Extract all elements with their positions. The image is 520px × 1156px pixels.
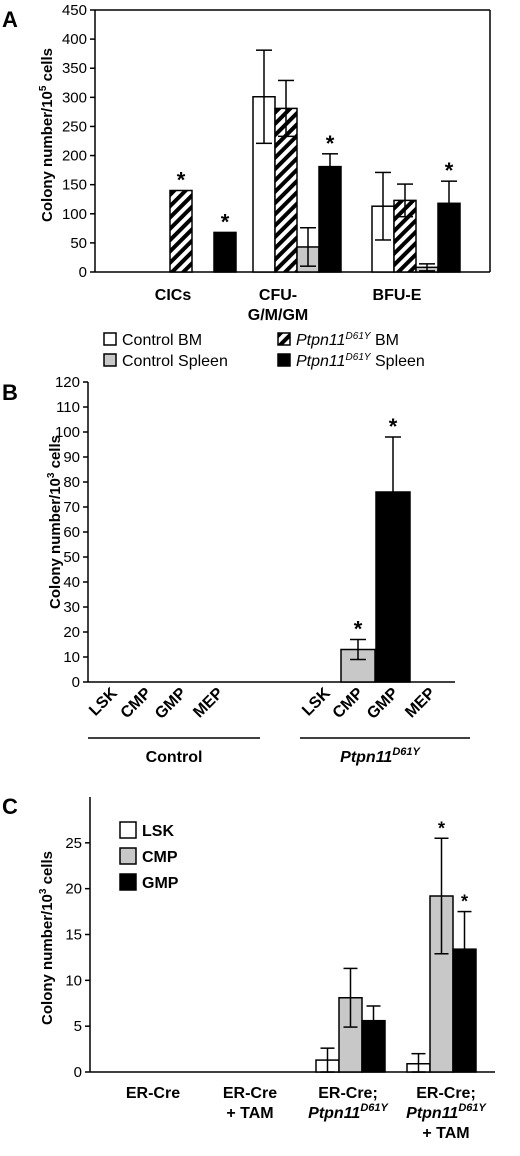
panel-c-ytick-label: 20 bbox=[65, 881, 82, 898]
panel-a-significance-star: * bbox=[326, 131, 335, 156]
panel-b-category-label: GMP bbox=[364, 685, 402, 723]
panel-b-group-label: Control bbox=[146, 749, 203, 766]
panel-c-ylabel: Colony number/103 cells bbox=[38, 851, 56, 1025]
panel-b-category-label: LSK bbox=[299, 684, 334, 719]
panel-c-significance-star: * bbox=[461, 892, 468, 912]
panel-b-ytick-label: 100 bbox=[55, 424, 80, 441]
panel-c-ytick-label: 10 bbox=[65, 972, 82, 989]
panel-a-category-label: BFU-E bbox=[373, 287, 422, 304]
panel-a-bar bbox=[318, 165, 342, 273]
panel-b-ytick-label: 50 bbox=[63, 549, 80, 566]
panel-b-ytick-label: 20 bbox=[63, 624, 80, 641]
panel-c-legend-label: LSK bbox=[142, 823, 174, 840]
panel-b-ytick-label: 80 bbox=[63, 474, 80, 491]
panel-c-category-label: ER-Cre bbox=[223, 1085, 277, 1102]
panel-a-ytick-label: 200 bbox=[62, 148, 87, 165]
panel-b-ytick-label: 0 bbox=[72, 674, 80, 691]
panel-a-ytick-label: 400 bbox=[62, 31, 87, 48]
panel-c-category-label: ER-Cre; bbox=[416, 1085, 476, 1102]
panel-a-ytick-label: 150 bbox=[62, 177, 87, 194]
panel-a-ytick-label: 50 bbox=[70, 235, 87, 252]
panel-b-category-label: LSK bbox=[86, 684, 121, 719]
panel-a-letter: A bbox=[2, 7, 18, 32]
panel-a-ytick-label: 450 bbox=[62, 2, 87, 19]
panel-a-legend-swatch bbox=[277, 353, 291, 367]
panel-a-category-label: G/M/GM bbox=[248, 307, 308, 324]
panel-a-category-label: CFU- bbox=[259, 287, 297, 304]
panel-c-category-label: Ptpn11D61Y bbox=[406, 1102, 487, 1122]
panel-b-ytick-label: 60 bbox=[63, 524, 80, 541]
panel-b-significance-star: * bbox=[389, 414, 398, 439]
panel-a-legend-label: Control Spleen bbox=[122, 353, 228, 370]
panel-c-legend-label: CMP bbox=[142, 849, 178, 866]
panel-c-ytick-label: 0 bbox=[74, 1064, 82, 1081]
panel-a-chart: A 0 50 100 150 200 250 300 350 400 450 * * * * CICs C… bbox=[2, 2, 491, 370]
panel-b-ytick-label: 70 bbox=[63, 499, 80, 516]
panel-a-legend-swatch bbox=[103, 353, 117, 367]
panel-a-bar bbox=[169, 189, 193, 273]
panel-b-ytick-label: 110 bbox=[56, 399, 80, 416]
panel-c-category-label: ER-Cre; bbox=[318, 1085, 378, 1102]
panel-a-ytick-label: 100 bbox=[62, 206, 87, 223]
panel-c-category-label: + TAM bbox=[422, 1125, 469, 1142]
panel-b-category-label: MEP bbox=[190, 685, 227, 722]
panel-c-legend-label: GMP bbox=[142, 875, 179, 892]
panel-a-ytick-label: 250 bbox=[62, 118, 87, 135]
panel-a-ytick-label: 350 bbox=[62, 60, 87, 77]
panel-a-significance-star: * bbox=[445, 158, 454, 183]
panel-c-ytick-label: 5 bbox=[74, 1018, 82, 1035]
panel-a-legend-label: Control BM bbox=[122, 332, 202, 349]
panel-a-bar bbox=[213, 231, 237, 273]
panel-a-significance-star: * bbox=[221, 209, 230, 234]
panel-a-ylabel: Colony number/105 cells bbox=[38, 48, 56, 222]
panel-b-ytick-label: 40 bbox=[63, 574, 80, 591]
panel-c-legend-swatch bbox=[119, 821, 137, 839]
panel-c-category-label: + TAM bbox=[226, 1105, 273, 1122]
panel-b-group-label: Ptpn11D61Y bbox=[340, 746, 421, 766]
panel-c-significance-star: * bbox=[438, 818, 445, 838]
panel-c-category-label: ER-Cre bbox=[126, 1085, 180, 1102]
panel-a-ytick-label: 300 bbox=[62, 89, 87, 106]
panel-b-ytick-label: 30 bbox=[63, 599, 80, 616]
panel-b-letter: B bbox=[2, 380, 18, 405]
panel-b-ytick-label: 120 bbox=[55, 374, 80, 391]
panel-b-category-label: CMP bbox=[118, 685, 155, 722]
panel-a-legend-swatch bbox=[103, 332, 117, 346]
panel-a-significance-star: * bbox=[177, 167, 186, 192]
panel-a-category-label: CICs bbox=[155, 287, 192, 304]
panel-a-legend-label: Ptpn11D61Y Spleen bbox=[296, 352, 425, 370]
panel-a-legend-swatch bbox=[277, 332, 291, 346]
panel-c-ytick-label: 15 bbox=[65, 927, 82, 944]
panel-a-legend-label: Ptpn11D61Y BM bbox=[296, 331, 399, 349]
panel-c-letter: C bbox=[2, 794, 18, 819]
panel-b-category-label: MEP bbox=[402, 685, 439, 722]
panel-b-ytick-label: 90 bbox=[63, 449, 80, 466]
panel-b-ytick-label: 10 bbox=[63, 649, 80, 666]
panel-b-category-label: CMP bbox=[330, 685, 367, 722]
panel-b-ylabel: Colony number/103 cells bbox=[46, 435, 64, 609]
panel-c-chart: C 0 5 10 15 20 25 * * ER-Cre ER-Cre + TAM ER-Cre;… bbox=[2, 794, 495, 1142]
panel-a-ytick-label: 0 bbox=[79, 264, 87, 281]
panel-b-significance-star: * bbox=[354, 617, 363, 642]
panel-c-legend-swatch bbox=[119, 873, 137, 891]
panel-c-legend-swatch bbox=[119, 847, 137, 865]
panel-c-category-label: Ptpn11D61Y bbox=[308, 1102, 389, 1122]
panel-b-category-label: GMP bbox=[152, 685, 190, 723]
panel-c-ytick-label: 25 bbox=[65, 835, 82, 852]
